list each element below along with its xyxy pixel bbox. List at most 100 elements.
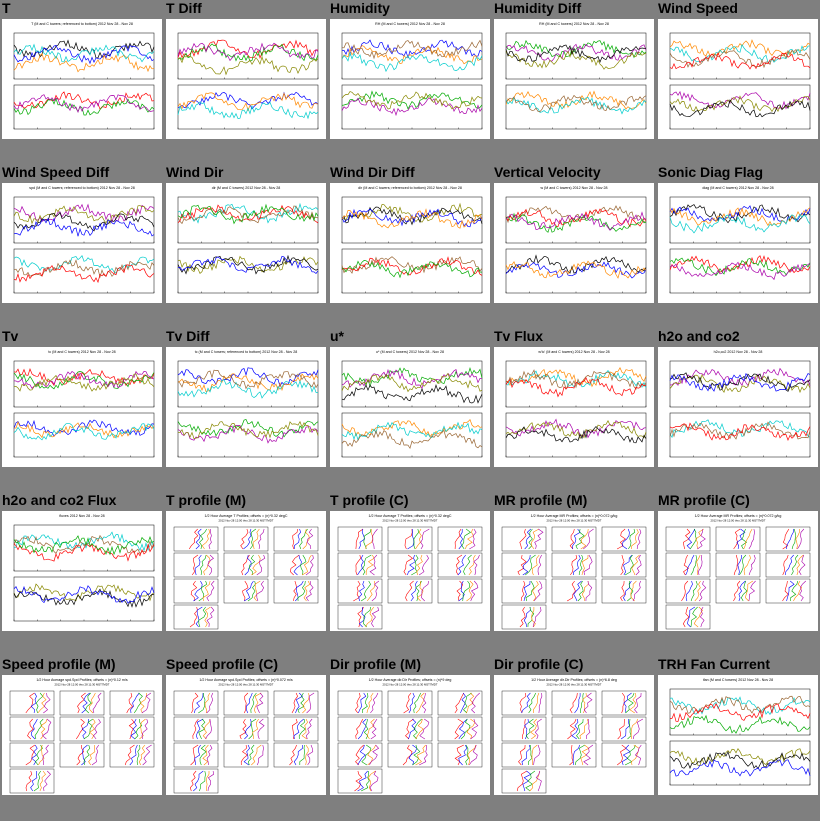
plot-subheader: 2012 Nov 28 12:00 thru 28 11:30 MST7MDT (547, 683, 602, 687)
plot-header: dir (M and C towers; referenced to botto… (358, 186, 462, 190)
panel-title: u* (330, 328, 344, 344)
plot-thumbnail-mr-profile-m[interactable]: 1/2 Hour Average MR Profiles; offsets = … (494, 511, 654, 631)
plot-thumbnail-t-profile-c[interactable]: 1/2 Hour Average T Profiles; offsets = (… (330, 511, 490, 631)
panel-u: u* u* (M and C towers) 2012 Nov 28 - Nov … (328, 328, 492, 493)
panel-title: Dir profile (C) (494, 656, 584, 672)
plot-header: 1/2 Hour Average spd.Spd Profiles; offse… (36, 678, 127, 682)
plot-subheader: 2012 Nov 28 12:00 thru 28 11:30 MST7MDT (55, 683, 110, 687)
plot-thumbnail-u[interactable]: u* (M and C towers) 2012 Nov 28 - Nov 28 (330, 347, 490, 467)
plot-thumbnail-wind-speed[interactable] (658, 19, 818, 139)
panel-title: T profile (C) (330, 492, 409, 508)
panel-mr-profile-m: MR profile (M) 1/2 Hour Average MR Profil… (492, 492, 656, 657)
plot-image: u* (M and C towers) 2012 Nov 28 - Nov 28 (341, 350, 483, 458)
panel-title: Wind Speed Diff (2, 164, 110, 180)
plot-thumbnail-mr-profile-c[interactable]: 1/2 Hour Average MR Profiles; offsets = … (658, 511, 818, 631)
plot-header: 1/2 Hour Average spd.Spd Profiles; offse… (199, 678, 292, 682)
panel-title: Humidity Diff (494, 0, 582, 16)
plot-thumbnail-speed-profile-m[interactable]: 1/2 Hour Average spd.Spd Profiles; offse… (2, 675, 162, 795)
plot-header: w'tc' (M and C towers) 2012 Nov 28 - Nov… (538, 350, 609, 354)
panel-t-diff: T Diff (164, 0, 328, 165)
plot-header: RH (M and C towers) 2012 Nov 28 - Nov 28 (539, 22, 609, 26)
plot-thumbnail-vertical-velocity[interactable]: w (M and C towers) 2012 Nov 28 - Nov 28 (494, 183, 654, 303)
plot-image: dir (M and C towers; referenced to botto… (341, 186, 483, 294)
plot-image: w'tc' (M and C towers) 2012 Nov 28 - Nov… (505, 350, 647, 458)
panel-wind-speed-diff: Wind Speed Diff spd (M and C towers; refe… (0, 164, 164, 329)
plot-header: h2o,co2 2012 Nov 28 - Nov 28 (714, 350, 763, 354)
panel-title: Tv Diff (166, 328, 210, 344)
plot-image: w (M and C towers) 2012 Nov 28 - Nov 28 (505, 186, 647, 294)
panel-title: Sonic Diag Flag (658, 164, 764, 180)
panel-tv-flux: Tv Flux w'tc' (M and C towers) 2012 Nov 2… (492, 328, 656, 493)
plot-header: 1/2 Hour Average MR Profiles; offsets = … (695, 514, 782, 518)
plot-image: 1/2 Hour Average spd.Spd Profiles; offse… (9, 678, 155, 794)
panel-title: Speed profile (M) (2, 656, 116, 672)
plot-thumbnail-speed-profile-c[interactable]: 1/2 Hour Average spd.Spd Profiles; offse… (166, 675, 326, 795)
plot-image: h2o,co2 2012 Nov 28 - Nov 28 (669, 350, 811, 458)
plot-image: diag (M and C towers) 2012 Nov 28 - Nov … (669, 186, 811, 294)
plot-subheader: 2012 Nov 28 12:00 thru 28 11:30 MST7MDT (711, 519, 766, 523)
plot-header: 1/2 Hour Average MR Profiles; offsets = … (531, 514, 618, 518)
plot-thumbnail-wind-speed-diff[interactable]: spd (M and C towers; referenced to botto… (2, 183, 162, 303)
panel-title: Vertical Velocity (494, 164, 601, 180)
plot-thumbnail-tv[interactable]: tc (M and C towers) 2012 Nov 28 - Nov 28 (2, 347, 162, 467)
panel-tv: Tv tc (M and C towers) 2012 Nov 28 - Nov … (0, 328, 164, 493)
plot-thumbnail-t-diff[interactable] (166, 19, 326, 139)
plot-header: tc (M and C towers) 2012 Nov 28 - Nov 28 (48, 350, 115, 354)
plot-thumbnail-sonic-diag-flag[interactable]: diag (M and C towers) 2012 Nov 28 - Nov … (658, 183, 818, 303)
plot-image: 1/2 Hour Average spd.Spd Profiles; offse… (173, 678, 319, 794)
plot-header: tc (M and C towers; referenced to bottom… (195, 350, 297, 354)
panel-title: Tv Flux (494, 328, 544, 344)
plot-header: w (M and C towers) 2012 Nov 28 - Nov 28 (540, 186, 607, 190)
plot-subheader: 2012 Nov 28 12:00 thru 28 11:30 MST7MDT (547, 519, 602, 523)
plot-image: ifan (M and C towers) 2012 Nov 28 - Nov … (669, 678, 811, 786)
panel-h2o-and-co2-flux: h2o and co2 Flux fluxes 2012 Nov 28 - Nov… (0, 492, 164, 657)
panel-title: Tv (2, 328, 19, 344)
plot-thumbnail-dir-profile-m[interactable]: 1/2 Hour Average dir.Dir Profiles; offse… (330, 675, 490, 795)
plot-thumbnail-wind-dir-diff[interactable]: dir (M and C towers; referenced to botto… (330, 183, 490, 303)
panel-title: Wind Dir Diff (330, 164, 415, 180)
plot-thumbnail-humidity[interactable]: RH (M and C towers) 2012 Nov 28 - Nov 28 (330, 19, 490, 139)
plot-thumbnail-h2o-and-co2-flux[interactable]: fluxes 2012 Nov 28 - Nov 28 (2, 511, 162, 631)
plot-image: 1/2 Hour Average T Profiles; offsets = (… (337, 514, 483, 630)
plot-image (669, 32, 811, 130)
plot-thumbnail-t-profile-m[interactable]: 1/2 Hour Average T Profiles; offsets = (… (166, 511, 326, 631)
panel-humidity-diff: Humidity Diff RH (M and C towers) 2012 No… (492, 0, 656, 165)
plot-header: dir (M and C towers) 2012 Nov 28 - Nov 2… (212, 186, 281, 190)
plot-image: tc (M and C towers; referenced to bottom… (177, 350, 319, 458)
plot-thumbnail-t[interactable]: T (M and C towers; referenced to bottom)… (2, 19, 162, 139)
plot-thumbnail-trh-fan-current[interactable]: ifan (M and C towers) 2012 Nov 28 - Nov … (658, 675, 818, 795)
plot-thumbnail-tv-flux[interactable]: w'tc' (M and C towers) 2012 Nov 28 - Nov… (494, 347, 654, 467)
panel-title: T Diff (166, 0, 202, 16)
plot-header: RH (M and C towers) 2012 Nov 28 - Nov 28 (375, 22, 445, 26)
plot-image: spd (M and C towers; referenced to botto… (13, 186, 155, 294)
plot-header: spd (M and C towers; referenced to botto… (29, 186, 134, 190)
panel-t-profile-m: T profile (M) 1/2 Hour Average T Profiles… (164, 492, 328, 657)
plot-image: 1/2 Hour Average dir.Dir Profiles; offse… (501, 678, 647, 794)
plot-image: dir (M and C towers) 2012 Nov 28 - Nov 2… (177, 186, 319, 294)
panel-wind-dir: Wind Dir dir (M and C towers) 2012 Nov 28… (164, 164, 328, 329)
plot-image: T (M and C towers; referenced to bottom)… (13, 22, 155, 130)
plot-thumbnail-humidity-diff[interactable]: RH (M and C towers) 2012 Nov 28 - Nov 28 (494, 19, 654, 139)
panel-dir-profile-c: Dir profile (C) 1/2 Hour Average dir.Dir … (492, 656, 656, 821)
panel-title: Wind Speed (658, 0, 738, 16)
plot-image: 1/2 Hour Average MR Profiles; offsets = … (665, 514, 811, 630)
plot-thumbnail-tv-diff[interactable]: tc (M and C towers; referenced to bottom… (166, 347, 326, 467)
panel-speed-profile-m: Speed profile (M) 1/2 Hour Average spd.Sp… (0, 656, 164, 821)
plot-image: 1/2 Hour Average MR Profiles; offsets = … (501, 514, 647, 630)
plot-image: RH (M and C towers) 2012 Nov 28 - Nov 28 (505, 22, 647, 130)
panel-title: T (2, 0, 11, 16)
plot-image: fluxes 2012 Nov 28 - Nov 28 (13, 514, 155, 622)
panel-tv-diff: Tv Diff tc (M and C towers; referenced to… (164, 328, 328, 493)
plot-header: 1/2 Hour Average T Profiles; offsets = (… (369, 514, 452, 518)
plot-header: u* (M and C towers) 2012 Nov 28 - Nov 28 (376, 350, 444, 354)
panel-t: T T (M and C towers; referenced to bottom… (0, 0, 164, 165)
panel-title: h2o and co2 (658, 328, 740, 344)
panel-mr-profile-c: MR profile (C) 1/2 Hour Average MR Profil… (656, 492, 820, 657)
plot-thumbnail-h2o-and-co2[interactable]: h2o,co2 2012 Nov 28 - Nov 28 (658, 347, 818, 467)
panel-t-profile-c: T profile (C) 1/2 Hour Average T Profiles… (328, 492, 492, 657)
plot-thumbnail-wind-dir[interactable]: dir (M and C towers) 2012 Nov 28 - Nov 2… (166, 183, 326, 303)
panel-title: Dir profile (M) (330, 656, 421, 672)
plot-thumbnail-dir-profile-c[interactable]: 1/2 Hour Average dir.Dir Profiles; offse… (494, 675, 654, 795)
plot-header: 1/2 Hour Average T Profiles; offsets = (… (205, 514, 288, 518)
